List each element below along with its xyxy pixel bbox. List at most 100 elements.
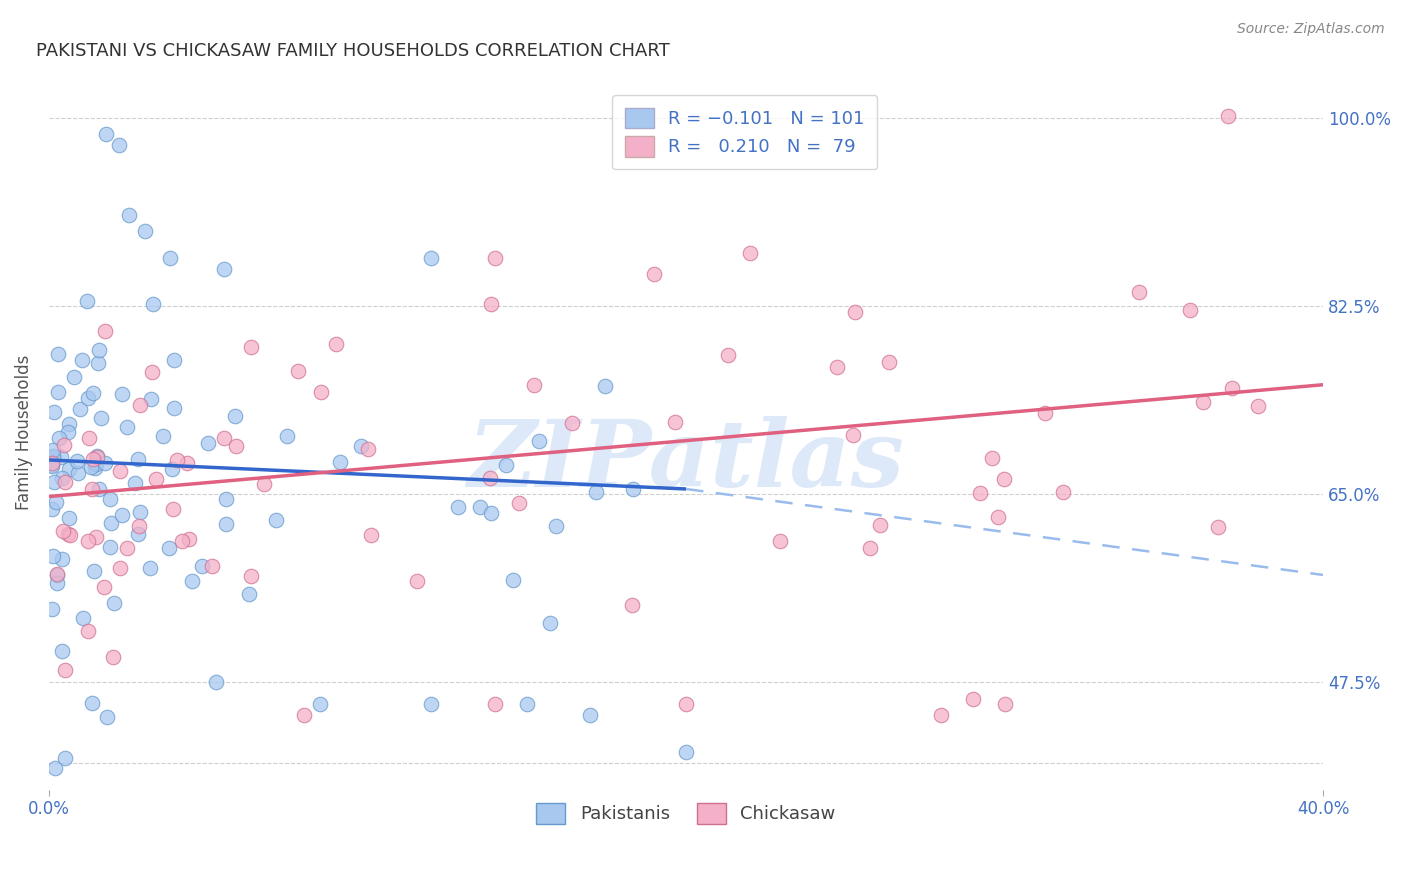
Point [58,511,80,525]
Point [66,454,89,468]
Point [1128,285,1150,299]
Point [546,519,568,533]
Point [159,251,181,265]
Point [240,340,263,354]
Point [139,561,162,575]
Point [41,458,63,473]
Point [406,574,429,588]
Point [325,337,347,351]
Point [420,697,443,711]
Point [205,675,228,690]
Point [53,664,76,678]
Point [484,697,506,711]
Point [86,450,108,464]
Point [44,761,66,775]
Point [98,540,121,554]
Point [46,346,69,360]
Point [41,456,63,470]
Point [110,386,132,401]
Point [53,750,76,764]
Point [117,208,139,222]
Point [962,691,984,706]
Point [94,324,117,338]
Point [212,261,235,276]
Point [484,251,506,265]
Point [163,353,186,368]
Point [134,224,156,238]
Point [83,564,105,578]
Point [1192,394,1215,409]
Point [201,558,224,573]
Point [77,391,100,405]
Point [51,644,73,658]
Point [87,482,110,496]
Point [981,450,1004,465]
Point [561,416,583,430]
Point [1180,303,1202,318]
Point [72,611,94,625]
Point [841,427,863,442]
Point [969,486,991,500]
Point [197,435,219,450]
Point [224,409,246,423]
Point [84,460,107,475]
Point [643,267,665,281]
Legend: Pakistanis, Chickasaw: Pakistanis, Chickasaw [526,792,846,835]
Point [82,386,104,401]
Point [46,576,69,591]
Point [859,541,882,555]
Point [45,494,67,508]
Point [664,415,686,429]
Point [508,496,530,510]
Point [93,580,115,594]
Point [41,502,63,516]
Point [58,462,80,476]
Point [538,615,561,630]
Y-axis label: Family Households: Family Households [15,355,32,510]
Point [238,587,260,601]
Point [93,456,115,470]
Point [108,138,131,153]
Text: ZIPatlas: ZIPatlas [468,417,904,506]
Point [738,245,761,260]
Point [215,492,238,507]
Point [502,573,524,587]
Point [276,429,298,443]
Point [77,624,100,639]
Point [46,567,69,582]
Point [41,602,63,616]
Point [41,450,63,464]
Point [479,506,502,520]
Point [76,293,98,308]
Point [579,707,602,722]
Point [127,451,149,466]
Point [869,518,891,533]
Point [53,475,76,489]
Point [179,532,201,546]
Point [127,527,149,541]
Point [716,348,738,362]
Point [993,472,1015,486]
Point [103,596,125,610]
Point [82,452,104,467]
Point [86,530,108,544]
Point [42,450,65,465]
Point [360,528,382,542]
Point [56,425,79,440]
Point [45,566,67,581]
Point [675,697,697,711]
Point [987,510,1010,524]
Point [115,419,138,434]
Point [52,437,75,451]
Point [66,466,89,480]
Point [420,251,443,265]
Point [87,343,110,357]
Point [115,541,138,555]
Point [77,432,100,446]
Point [42,475,65,489]
Point [96,128,118,142]
Point [1052,485,1074,500]
Point [170,533,193,548]
Point [264,513,287,527]
Point [166,452,188,467]
